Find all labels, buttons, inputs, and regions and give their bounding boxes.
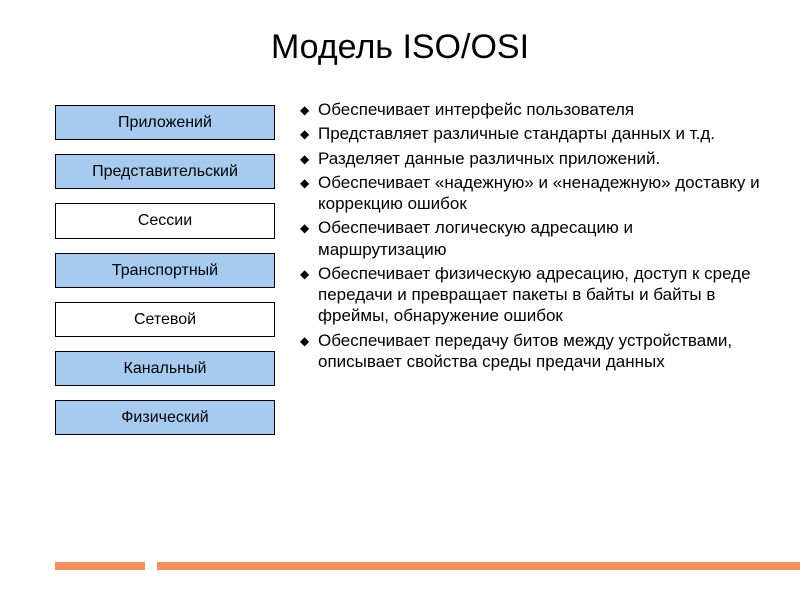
layer-datalink: Канальный [55, 351, 275, 386]
slide-title: Модель ISO/OSI [0, 0, 800, 87]
bullet-text: Разделяет данные различных приложений. [318, 148, 760, 169]
footer-decoration [0, 562, 800, 570]
bullet-item: ◆ Представляет различные стандарты данны… [300, 123, 760, 144]
bullet-text: Обеспечивает интерфейс пользователя [318, 99, 760, 120]
bullet-item: ◆ Обеспечивает физическую адресацию, дос… [300, 263, 760, 327]
footer-accent-long [157, 562, 800, 570]
layer-physical: Физический [55, 400, 275, 435]
bullet-item: ◆ Разделяет данные различных приложений. [300, 148, 760, 169]
layer-application: Приложений [55, 105, 275, 140]
osi-layers-column: Приложений Представительский Сессии Тран… [55, 87, 275, 435]
diamond-icon: ◆ [300, 217, 318, 236]
bullet-text: Обеспечивает логическую адресацию и марш… [318, 217, 760, 260]
footer-accent-short [55, 562, 145, 570]
bullet-text: Обеспечивает физическую адресацию, досту… [318, 263, 760, 327]
layer-network: Сетевой [55, 302, 275, 337]
diamond-icon: ◆ [300, 99, 318, 118]
bullet-item: ◆ Обеспечивает «надежную» и «ненадежную»… [300, 172, 760, 215]
content-area: Приложений Представительский Сессии Тран… [0, 87, 800, 435]
diamond-icon: ◆ [300, 330, 318, 349]
layer-session: Сессии [55, 203, 275, 238]
diamond-icon: ◆ [300, 123, 318, 142]
layer-presentation: Представительский [55, 154, 275, 189]
diamond-icon: ◆ [300, 172, 318, 191]
bullet-text: Представляет различные стандарты данных … [318, 123, 760, 144]
bullet-list: ◆ Обеспечивает интерфейс пользователя ◆ … [300, 87, 760, 435]
diamond-icon: ◆ [300, 148, 318, 167]
bullet-text: Обеспечивает передачу битов между устрой… [318, 330, 760, 373]
bullet-text: Обеспечивает «надежную» и «ненадежную» д… [318, 172, 760, 215]
bullet-item: ◆ Обеспечивает передачу битов между устр… [300, 330, 760, 373]
diamond-icon: ◆ [300, 263, 318, 282]
bullet-item: ◆ Обеспечивает интерфейс пользователя [300, 99, 760, 120]
layer-transport: Транспортный [55, 253, 275, 288]
bullet-item: ◆ Обеспечивает логическую адресацию и ма… [300, 217, 760, 260]
